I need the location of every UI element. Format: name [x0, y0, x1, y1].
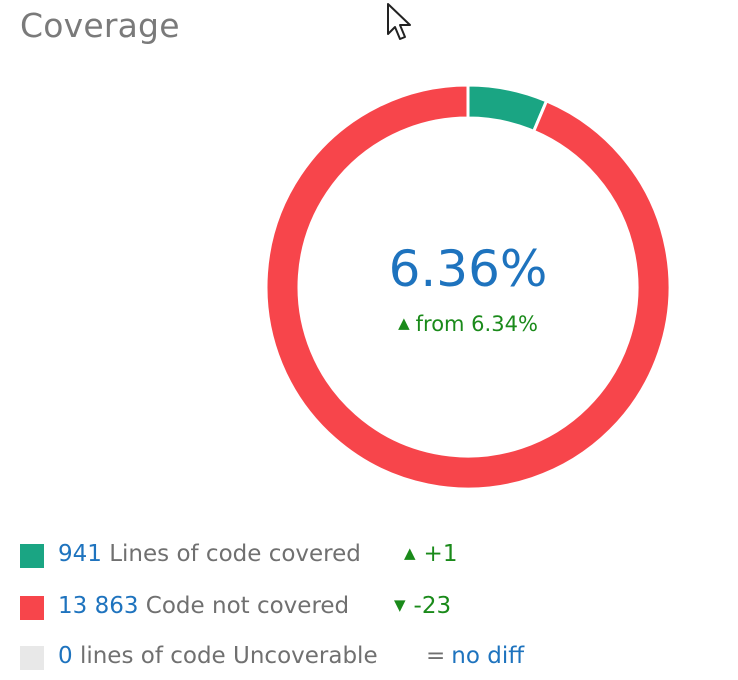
coverage-title: Coverage: [20, 6, 180, 45]
legend-not-covered-delta-value: -23: [413, 593, 452, 619]
donut-slice-not-covered[interactable]: [264, 83, 672, 491]
legend-uncoverable-label: lines of code Uncoverable: [79, 643, 378, 669]
legend-swatch-uncoverable: [20, 646, 44, 670]
legend-covered-text: 941 Lines of code covered: [58, 541, 361, 567]
legend-swatch-covered: [20, 544, 44, 568]
legend-covered-delta-value: +1: [423, 541, 458, 567]
triangle-up-icon: ▲: [398, 314, 410, 332]
legend-covered-count[interactable]: 941: [58, 541, 102, 567]
legend-covered-delta: ▲ +1: [404, 541, 457, 567]
legend-uncoverable-delta-prefix: =: [426, 643, 446, 669]
triangle-up-icon: ▲: [404, 544, 416, 562]
legend-not-covered-text: 13 863 Code not covered: [58, 593, 349, 619]
legend-not-covered-count[interactable]: 13 863: [58, 593, 139, 619]
legend-not-covered-delta: ▼ -23: [394, 593, 451, 619]
triangle-down-icon: ▼: [394, 596, 406, 614]
legend-uncoverable-delta-value[interactable]: no diff: [451, 643, 525, 669]
legend-uncoverable-text: 0 lines of code Uncoverable: [58, 643, 378, 669]
coverage-donut-chart: [264, 83, 672, 491]
legend-uncoverable-count[interactable]: 0: [58, 643, 73, 669]
donut-slice-covered[interactable]: [466, 83, 549, 134]
legend-swatch-not-covered: [20, 596, 44, 620]
mouse-cursor-icon: [387, 3, 411, 40]
legend-uncoverable-delta: = no diff: [426, 643, 524, 669]
coverage-percentage: 6.36%: [388, 240, 548, 298]
coverage-change: ▲ from 6.34%: [318, 312, 618, 336]
coverage-from-text: from 6.34%: [415, 312, 538, 336]
legend-not-covered-label: Code not covered: [145, 593, 350, 619]
legend-covered-label: Lines of code covered: [109, 541, 361, 567]
